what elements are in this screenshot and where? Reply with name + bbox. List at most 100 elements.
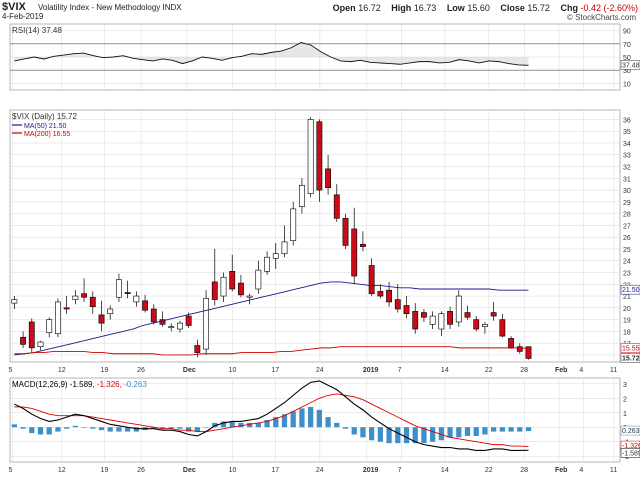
price-y-tick-label: 34 <box>623 141 631 148</box>
candle-body <box>107 308 114 315</box>
candle-body <box>351 228 358 277</box>
macd-x-tick-label: 19 <box>101 467 109 474</box>
macd-y-tick-label: 2 <box>623 396 627 403</box>
macd-histogram-bar <box>369 427 375 441</box>
price-x-tick-label: 5 <box>8 367 12 374</box>
macd-histogram-bar <box>334 422 340 428</box>
price-x-tick-label: 2019 <box>363 367 379 374</box>
candle-body <box>46 319 53 333</box>
price-x-tick-label: 14 <box>441 367 449 374</box>
macd-histogram-bar <box>447 427 453 438</box>
price-x-tick-label: 11 <box>610 367 617 374</box>
macd-histogram-bar <box>430 427 436 442</box>
candle-body <box>203 298 209 350</box>
macd-histogram-bar <box>386 427 392 444</box>
macd-x-tick-label: 5 <box>8 467 12 474</box>
macd-histogram-bar <box>125 427 131 432</box>
macd-histogram-bar <box>229 421 235 428</box>
macd-legend-value: -1.589, <box>70 380 97 389</box>
macd-histogram-bar <box>264 420 270 428</box>
macd-histogram-bar <box>116 427 122 432</box>
macd-histogram-bar <box>37 427 44 435</box>
macd-histogram-bar <box>464 427 471 436</box>
price-y-tick-label: 26 <box>623 235 631 242</box>
rsi-y-tick-label: 70 <box>623 42 631 49</box>
ma50-value-box <box>620 284 640 295</box>
candle-body <box>89 296 96 307</box>
price-frame <box>9 109 621 363</box>
macd-x-tick-label: 26 <box>137 467 145 474</box>
price-y-tick-label: 23 <box>623 271 631 278</box>
price-x-tick-label: 4 <box>579 367 583 374</box>
rsi-legend: RSI(14) 37.48 <box>12 26 62 35</box>
candle-body <box>386 289 392 303</box>
macd-histogram-bar <box>525 427 532 432</box>
macd-histogram-bar <box>107 427 113 432</box>
rsi-y-tick-label: 90 <box>623 29 631 36</box>
candle-body <box>368 265 375 295</box>
macd-histogram-bar <box>308 406 314 428</box>
candle-body <box>194 345 201 353</box>
ticker-symbol: $VIX <box>2 1 26 13</box>
macd-x-tick-label: Dec <box>183 467 196 474</box>
price-y-tick-label: 27 <box>623 223 631 230</box>
macd-histogram-bar <box>456 427 462 438</box>
candle-body <box>142 300 148 311</box>
candle-body <box>438 313 445 330</box>
macd-histogram-bar <box>247 422 253 428</box>
candle-body <box>81 293 87 298</box>
rsi-line <box>14 41 529 66</box>
candle-body <box>412 311 419 330</box>
macd-histogram-bar <box>133 427 139 432</box>
macd-histogram-bar <box>238 422 244 428</box>
candle-body <box>490 312 497 317</box>
candle-body <box>246 295 253 298</box>
candle-body <box>499 319 506 337</box>
price-y-tick-label: 28 <box>623 212 631 219</box>
candle-body <box>150 308 157 323</box>
macd-y-tick-label: -2 <box>623 454 629 461</box>
candle-body <box>20 336 26 345</box>
macd-x-tick-label: 24 <box>316 467 324 474</box>
price-y-tick-label: 33 <box>623 153 631 160</box>
price-x-tick-label: 26 <box>137 367 145 374</box>
macd-histogram-bar <box>203 427 209 428</box>
candle-body <box>133 295 140 303</box>
macd-histogram-bar <box>517 427 523 432</box>
price-y-tick-label: 20 <box>623 306 631 313</box>
ticker-description: Volatility Index - New Methodology INDX <box>38 3 182 12</box>
macd-legend: MACD(12,26,9) -1.589, -1.326, -0.263 <box>12 380 147 389</box>
macd-histogram-bar <box>55 427 61 432</box>
candle-body <box>455 295 462 323</box>
macd-value-label: -1.589 <box>622 450 640 457</box>
change-field: Chg -0.42 (-2.60%) <box>560 3 638 13</box>
exchange: INDX <box>162 3 182 12</box>
macd-histogram-bar <box>290 411 296 428</box>
candle-body <box>63 307 70 310</box>
candle-body <box>229 271 236 290</box>
macd-histogram-bar <box>273 417 279 428</box>
macd-histogram-bar <box>90 427 96 429</box>
candle-body <box>307 119 314 194</box>
candle-body <box>429 315 436 325</box>
candle-body <box>290 208 297 242</box>
price-x-tick-label: 24 <box>316 367 324 374</box>
price-y-tick-label: 29 <box>623 200 631 207</box>
macd-histogram-bar <box>186 427 192 432</box>
open-field: Open 16.72 <box>333 3 381 13</box>
macd-histogram-bar <box>64 427 70 429</box>
macd-y-tick-label: 3 <box>623 382 627 389</box>
macd-x-tick-label: 14 <box>441 467 449 474</box>
macd-histogram-bar <box>159 427 166 429</box>
chart-header: $VIX Volatility Index - New Methodology … <box>0 0 640 22</box>
macd-histogram-bar <box>29 427 35 434</box>
close-label: Close <box>500 3 525 13</box>
price-y-tick-label: 19 <box>623 318 631 325</box>
macd-hist-value-box <box>620 425 640 436</box>
macd-histogram-bar <box>281 414 288 428</box>
macd-line-signal <box>14 393 529 447</box>
macd-histogram-bar <box>377 427 383 442</box>
macd-legend-hist: -0.263 <box>124 380 147 389</box>
macd-histogram-bar <box>177 427 183 429</box>
